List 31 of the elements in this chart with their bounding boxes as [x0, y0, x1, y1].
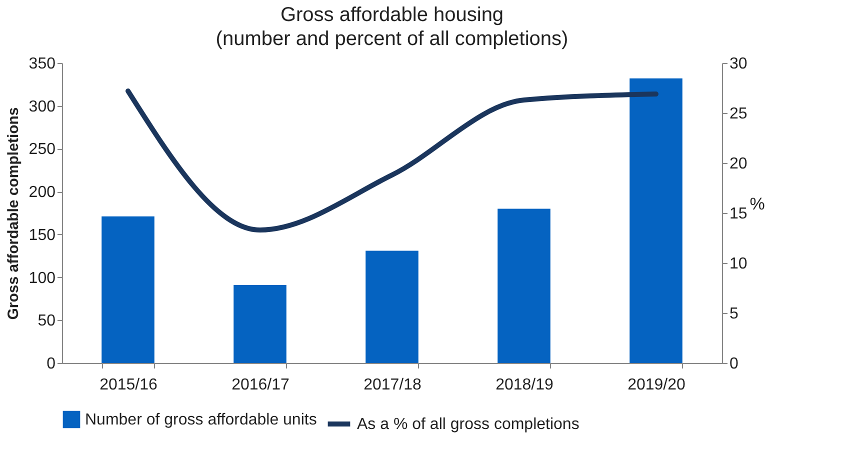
x-tick-label: 2017/18 — [364, 376, 422, 394]
bar — [630, 78, 682, 363]
bar — [102, 216, 154, 363]
bar — [234, 285, 286, 363]
y-tick-label: 100 — [28, 270, 56, 287]
y2-tick-label: 25 — [730, 106, 748, 122]
x-tick-label: 2019/20 — [628, 376, 686, 394]
legend-label: As a % of all gross completions — [357, 416, 580, 433]
chart-subtitle: (number and percent of all completions) — [216, 28, 568, 50]
x-tick-label: 2015/16 — [100, 376, 158, 394]
x-tick-label: 2018/19 — [496, 376, 554, 394]
y2-tick-label: 30 — [730, 56, 748, 72]
chart-title: Gross affordable housing — [280, 4, 504, 26]
x-tick-label: 2016/17 — [232, 376, 290, 394]
y-tick-label: 50 — [38, 312, 56, 330]
y-tick-label: 0 — [46, 356, 56, 372]
y-tick-label: 150 — [28, 226, 56, 244]
y-tick-label: 250 — [28, 141, 56, 158]
y2-tick-label: 20 — [730, 156, 748, 172]
y-axis-title: Gross affordable completions — [4, 107, 22, 320]
bar — [498, 208, 550, 363]
y-tick-label: 300 — [28, 98, 56, 116]
y2-tick-label: 0 — [730, 356, 738, 372]
y2-tick-label: 5 — [730, 306, 738, 322]
y-tick-label: 200 — [28, 184, 56, 202]
y-tick-label: 350 — [28, 56, 56, 72]
y2-axis-title: % — [750, 194, 765, 214]
y2-tick-label: 15 — [730, 206, 748, 222]
legend-label: Number of gross affordable units — [85, 412, 317, 428]
bar — [366, 250, 418, 363]
y2-tick-label: 10 — [730, 256, 748, 272]
